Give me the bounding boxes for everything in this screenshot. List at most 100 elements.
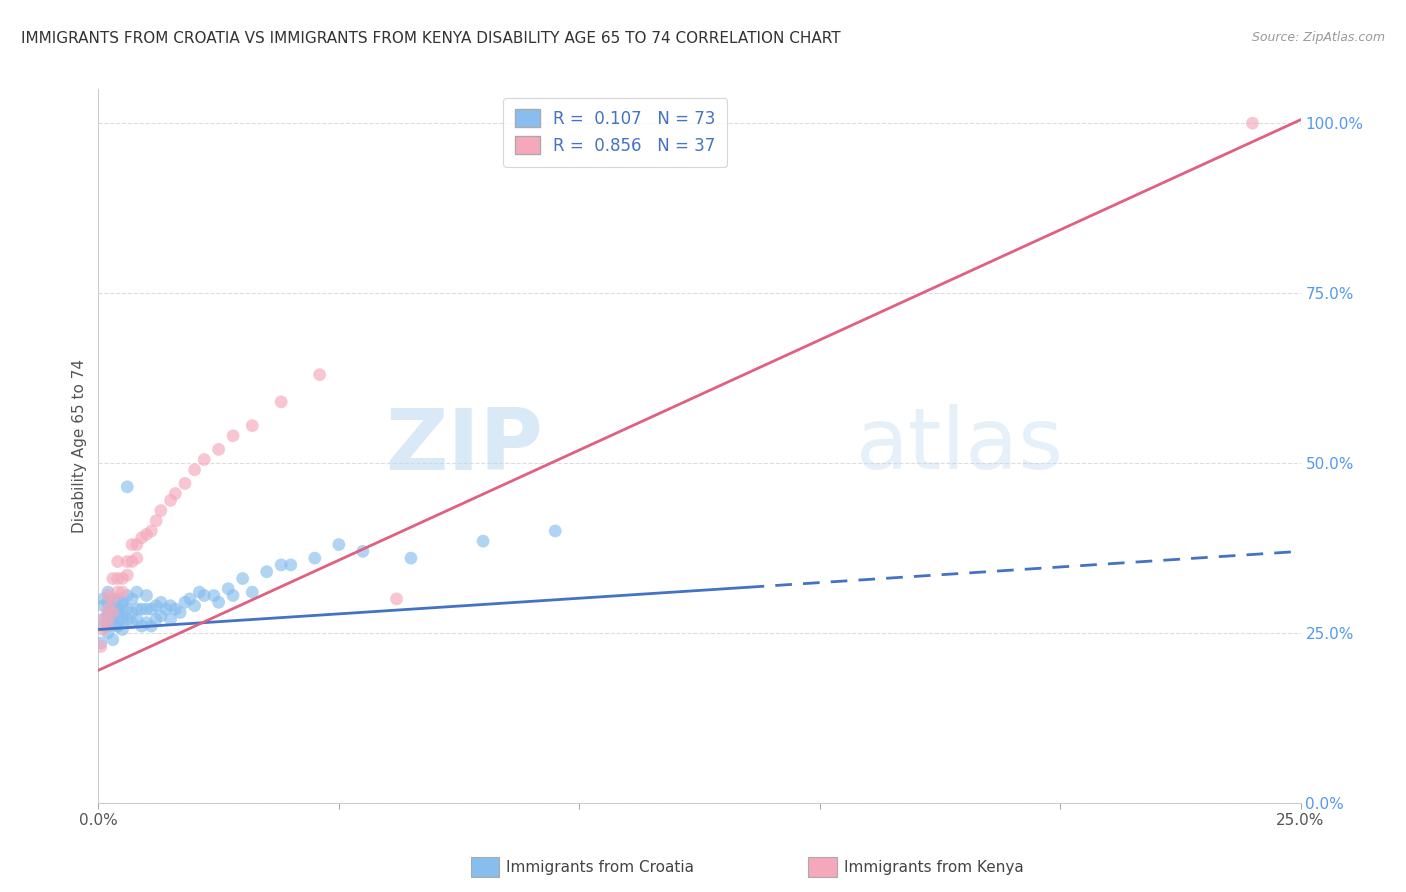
Text: Source: ZipAtlas.com: Source: ZipAtlas.com bbox=[1251, 31, 1385, 45]
Point bbox=[107, 602, 129, 616]
Point bbox=[97, 626, 120, 640]
Point bbox=[117, 589, 139, 603]
Point bbox=[232, 572, 254, 586]
Point bbox=[208, 595, 231, 609]
Point bbox=[165, 486, 187, 500]
Point bbox=[202, 589, 225, 603]
Point bbox=[107, 585, 129, 599]
Point bbox=[97, 606, 120, 620]
Point bbox=[97, 619, 120, 633]
Point bbox=[328, 537, 350, 551]
Point bbox=[304, 551, 326, 566]
Point bbox=[107, 555, 129, 569]
Point bbox=[149, 595, 172, 609]
Point bbox=[1241, 116, 1264, 130]
Point bbox=[131, 619, 153, 633]
Text: atlas: atlas bbox=[856, 404, 1064, 488]
Point bbox=[91, 612, 114, 626]
Point bbox=[280, 558, 302, 572]
Point bbox=[97, 589, 120, 603]
Legend: R =  0.107   N = 73, R =  0.856   N = 37: R = 0.107 N = 73, R = 0.856 N = 37 bbox=[503, 97, 727, 167]
Point bbox=[352, 544, 374, 558]
Point bbox=[141, 602, 163, 616]
Point bbox=[90, 636, 112, 650]
Point bbox=[270, 558, 292, 572]
Point bbox=[159, 612, 181, 626]
Point bbox=[101, 606, 124, 620]
Point bbox=[97, 585, 120, 599]
Point bbox=[125, 602, 148, 616]
Text: Immigrants from Croatia: Immigrants from Croatia bbox=[506, 860, 695, 874]
Point bbox=[121, 591, 143, 606]
Point bbox=[97, 595, 120, 609]
Point bbox=[111, 623, 134, 637]
Point bbox=[222, 589, 245, 603]
Point bbox=[179, 591, 201, 606]
Point bbox=[159, 493, 181, 508]
Point bbox=[183, 599, 205, 613]
Point bbox=[208, 442, 231, 457]
Point bbox=[472, 534, 495, 549]
Point bbox=[111, 585, 134, 599]
Point bbox=[107, 606, 129, 620]
Point bbox=[145, 612, 167, 626]
Point bbox=[174, 595, 197, 609]
Point bbox=[107, 619, 129, 633]
Text: Immigrants from Kenya: Immigrants from Kenya bbox=[844, 860, 1024, 874]
Point bbox=[117, 612, 139, 626]
Point bbox=[90, 640, 112, 654]
Point bbox=[135, 615, 157, 630]
Point bbox=[155, 602, 177, 616]
Point bbox=[101, 632, 124, 647]
Point bbox=[101, 572, 124, 586]
Point bbox=[240, 418, 263, 433]
Point bbox=[141, 619, 163, 633]
Point bbox=[165, 602, 187, 616]
Point bbox=[145, 599, 167, 613]
Point bbox=[183, 463, 205, 477]
Point bbox=[256, 565, 278, 579]
Y-axis label: Disability Age 65 to 74: Disability Age 65 to 74 bbox=[72, 359, 87, 533]
Point bbox=[111, 572, 134, 586]
Point bbox=[117, 568, 139, 582]
Point bbox=[125, 551, 148, 566]
Point bbox=[91, 623, 114, 637]
Point bbox=[111, 599, 134, 613]
Point bbox=[135, 589, 157, 603]
Point bbox=[101, 615, 124, 630]
Point bbox=[131, 602, 153, 616]
Point bbox=[193, 452, 215, 467]
Point bbox=[97, 602, 120, 616]
Point bbox=[117, 555, 139, 569]
Point bbox=[125, 585, 148, 599]
Text: IMMIGRANTS FROM CROATIA VS IMMIGRANTS FROM KENYA DISABILITY AGE 65 TO 74 CORRELA: IMMIGRANTS FROM CROATIA VS IMMIGRANTS FR… bbox=[21, 31, 841, 46]
Point bbox=[107, 619, 129, 633]
Text: ZIP: ZIP bbox=[385, 404, 543, 488]
Point bbox=[270, 394, 292, 409]
Point bbox=[193, 589, 215, 603]
Point bbox=[111, 612, 134, 626]
Point bbox=[145, 514, 167, 528]
Point bbox=[121, 615, 143, 630]
Point bbox=[121, 537, 143, 551]
Point bbox=[97, 608, 120, 623]
Point bbox=[101, 591, 124, 606]
Point bbox=[121, 555, 143, 569]
Point bbox=[117, 480, 139, 494]
Point bbox=[135, 602, 157, 616]
Point bbox=[101, 615, 124, 630]
Point bbox=[188, 585, 211, 599]
Point bbox=[222, 429, 245, 443]
Point bbox=[101, 591, 124, 606]
Point bbox=[121, 606, 143, 620]
Point bbox=[308, 368, 330, 382]
Point bbox=[149, 608, 172, 623]
Point bbox=[111, 608, 134, 623]
Point bbox=[240, 585, 263, 599]
Point bbox=[385, 591, 408, 606]
Point bbox=[107, 572, 129, 586]
Point bbox=[107, 591, 129, 606]
Point bbox=[399, 551, 422, 566]
Point bbox=[101, 606, 124, 620]
Point bbox=[159, 599, 181, 613]
